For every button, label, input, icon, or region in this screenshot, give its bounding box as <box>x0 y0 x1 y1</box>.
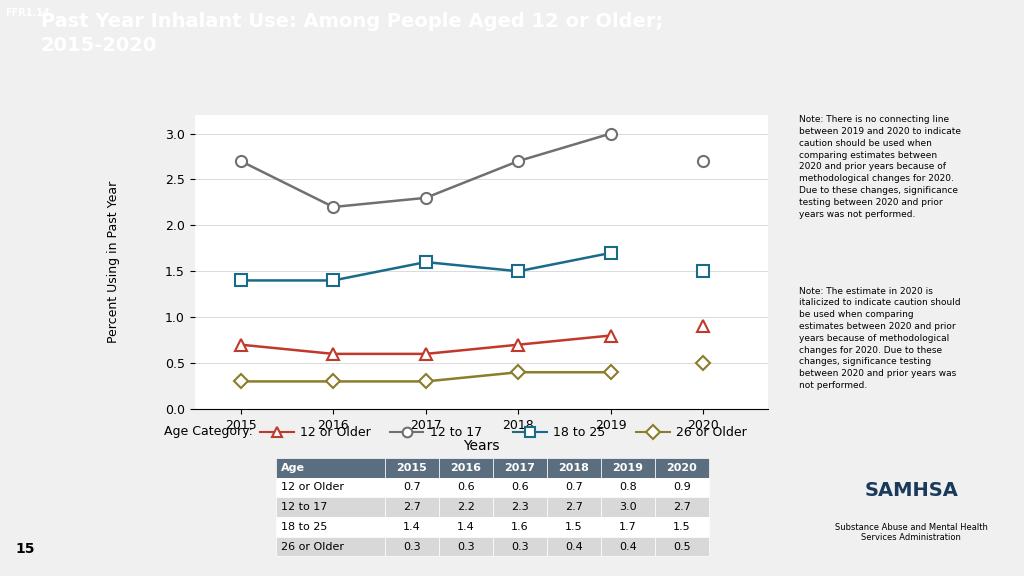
FancyBboxPatch shape <box>385 537 438 556</box>
FancyBboxPatch shape <box>547 497 601 517</box>
FancyBboxPatch shape <box>276 517 385 537</box>
FancyBboxPatch shape <box>438 517 493 537</box>
Text: 2.7: 2.7 <box>402 502 421 512</box>
Text: 1.4: 1.4 <box>402 522 421 532</box>
Text: 2.7: 2.7 <box>673 502 691 512</box>
FancyBboxPatch shape <box>601 497 655 517</box>
Text: 0.6: 0.6 <box>511 483 528 492</box>
Text: Note: The estimate in 2020 is
italicized to indicate caution should
be used when: Note: The estimate in 2020 is italicized… <box>799 287 961 390</box>
X-axis label: Years: Years <box>463 439 500 453</box>
Text: 0.6: 0.6 <box>457 483 474 492</box>
Text: SAMHSA: SAMHSA <box>864 482 958 500</box>
FancyBboxPatch shape <box>276 458 385 478</box>
FancyBboxPatch shape <box>493 497 547 517</box>
Text: 0.7: 0.7 <box>402 483 421 492</box>
Text: 0.4: 0.4 <box>565 541 583 552</box>
Text: Substance Abuse and Mental Health
Services Administration: Substance Abuse and Mental Health Servic… <box>835 522 988 542</box>
Text: 0.3: 0.3 <box>457 541 474 552</box>
Text: 0.4: 0.4 <box>620 541 637 552</box>
Text: 26 or Older: 26 or Older <box>282 541 344 552</box>
FancyBboxPatch shape <box>655 537 709 556</box>
Text: 0.3: 0.3 <box>511 541 528 552</box>
Text: 12 to 17: 12 to 17 <box>282 502 328 512</box>
Text: 12 to 17: 12 to 17 <box>430 426 482 438</box>
FancyBboxPatch shape <box>601 478 655 497</box>
FancyBboxPatch shape <box>655 497 709 517</box>
FancyBboxPatch shape <box>493 537 547 556</box>
FancyBboxPatch shape <box>655 478 709 497</box>
FancyBboxPatch shape <box>438 458 493 478</box>
Text: 2017: 2017 <box>505 463 536 473</box>
FancyBboxPatch shape <box>547 537 601 556</box>
Text: 12 or Older: 12 or Older <box>300 426 371 438</box>
FancyBboxPatch shape <box>276 537 385 556</box>
Text: 3.0: 3.0 <box>620 502 637 512</box>
Text: 0.3: 0.3 <box>402 541 421 552</box>
Text: 1.4: 1.4 <box>457 522 474 532</box>
Text: 18 to 25: 18 to 25 <box>282 522 328 532</box>
Text: 12 or Older: 12 or Older <box>282 483 344 492</box>
FancyBboxPatch shape <box>547 517 601 537</box>
Text: 2.2: 2.2 <box>457 502 475 512</box>
Text: 0.9: 0.9 <box>673 483 691 492</box>
Text: FFR1.14: FFR1.14 <box>5 8 50 18</box>
FancyBboxPatch shape <box>547 458 601 478</box>
FancyBboxPatch shape <box>655 517 709 537</box>
Text: 0.8: 0.8 <box>620 483 637 492</box>
Text: Age: Age <box>282 463 305 473</box>
Text: 2019: 2019 <box>612 463 643 473</box>
FancyBboxPatch shape <box>547 478 601 497</box>
FancyBboxPatch shape <box>385 478 438 497</box>
Text: 2.3: 2.3 <box>511 502 528 512</box>
Text: 0.5: 0.5 <box>673 541 691 552</box>
FancyBboxPatch shape <box>601 537 655 556</box>
Y-axis label: Percent Using in Past Year: Percent Using in Past Year <box>108 181 120 343</box>
Text: Age Category:: Age Category: <box>164 426 253 438</box>
Text: 26 or Older: 26 or Older <box>677 426 748 438</box>
Text: 0.7: 0.7 <box>565 483 583 492</box>
Text: 2016: 2016 <box>451 463 481 473</box>
Text: 2020: 2020 <box>667 463 697 473</box>
FancyBboxPatch shape <box>601 517 655 537</box>
FancyBboxPatch shape <box>385 517 438 537</box>
FancyBboxPatch shape <box>276 497 385 517</box>
FancyBboxPatch shape <box>493 478 547 497</box>
Text: 1.6: 1.6 <box>511 522 528 532</box>
FancyBboxPatch shape <box>493 517 547 537</box>
FancyBboxPatch shape <box>276 478 385 497</box>
FancyBboxPatch shape <box>601 458 655 478</box>
FancyBboxPatch shape <box>438 537 493 556</box>
Text: 18 to 25: 18 to 25 <box>553 426 605 438</box>
Text: 2018: 2018 <box>558 463 589 473</box>
Text: 1.5: 1.5 <box>565 522 583 532</box>
Text: 15: 15 <box>15 542 35 556</box>
FancyBboxPatch shape <box>655 458 709 478</box>
FancyBboxPatch shape <box>438 497 493 517</box>
FancyBboxPatch shape <box>438 478 493 497</box>
Text: 1.7: 1.7 <box>620 522 637 532</box>
FancyBboxPatch shape <box>385 458 438 478</box>
Text: 1.5: 1.5 <box>673 522 691 532</box>
Text: 2.7: 2.7 <box>565 502 583 512</box>
Text: Note: There is no connecting line
between 2019 and 2020 to indicate
caution shou: Note: There is no connecting line betwee… <box>799 115 961 219</box>
Text: 2015: 2015 <box>396 463 427 473</box>
Text: Past Year Inhalant Use: Among People Aged 12 or Older;
2015-2020: Past Year Inhalant Use: Among People Age… <box>41 13 664 55</box>
FancyBboxPatch shape <box>385 497 438 517</box>
FancyBboxPatch shape <box>493 458 547 478</box>
